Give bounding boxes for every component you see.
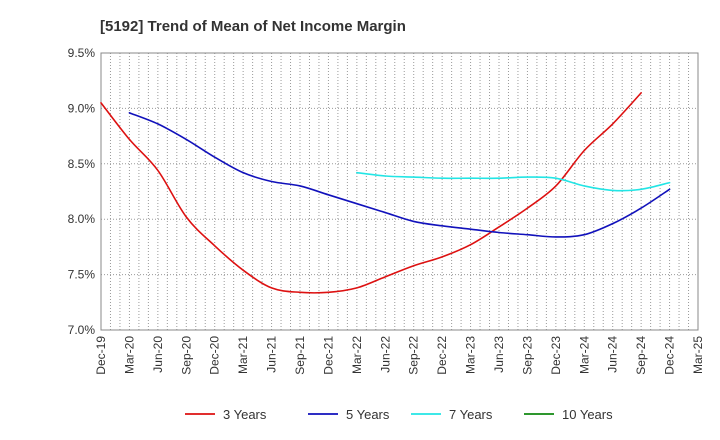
series-line-5-years [128,112,671,238]
x-tick-label: Mar-24 [577,336,591,374]
x-tick-label: Sep-22 [407,336,421,375]
x-tick-label: Jun-20 [151,336,165,373]
x-tick-label: Jun-23 [492,336,506,373]
grid-layer [101,53,698,330]
legend-label-7-years: 7 Years [449,407,493,422]
x-tick-label: Mar-22 [350,336,364,374]
legend-label-3-years: 3 Years [223,407,267,422]
x-tick-label: Mar-20 [122,336,136,374]
x-tick-label: Jun-22 [378,336,392,373]
y-tick-label: 8.5% [68,157,96,171]
x-tick-label: Dec-23 [549,336,563,375]
x-tick-label: Sep-24 [634,336,648,375]
y-tick-label: 7.0% [68,323,96,337]
x-tick-label: Sep-23 [520,336,534,375]
x-tick-label: Sep-20 [179,336,193,375]
x-tick-label: Jun-21 [265,336,279,373]
x-tick-label: Dec-21 [321,336,335,375]
x-tick-label: Dec-22 [435,336,449,375]
series-line-7-years [356,171,671,192]
legend-label-5-years: 5 Years [346,407,390,422]
chart-title: [5192] Trend of Mean of Net Income Margi… [100,18,406,35]
series-layer [100,92,671,294]
x-tick-label: Mar-23 [464,336,478,374]
plot-area [101,53,698,330]
x-tick-label: Mar-21 [236,336,250,374]
x-tick-label: Dec-19 [94,336,108,375]
x-tick-label: Dec-24 [663,336,677,375]
x-tick-label: Jun-24 [606,336,620,373]
y-tick-label: 9.5% [68,46,96,60]
plot-border [100,52,699,331]
y-tick-label: 7.5% [68,268,96,282]
legend-label-10-years: 10 Years [562,407,613,422]
x-tick-label: Dec-20 [208,336,222,375]
x-tick-label: Mar-25 [691,336,705,374]
series-line-3-years [100,92,642,294]
y-tick-label: 9.0% [68,101,96,115]
y-tick-label: 8.0% [68,212,96,226]
axis-layer: 7.0% 7.5% 8.0% 8.5% 9.0% 9.5% Dec-19 Mar-20 Jun-… [68,46,705,375]
legend: 3 Years 5 Years 7 Years 10 Years [185,407,613,422]
x-tick-label: Sep-21 [293,336,307,375]
